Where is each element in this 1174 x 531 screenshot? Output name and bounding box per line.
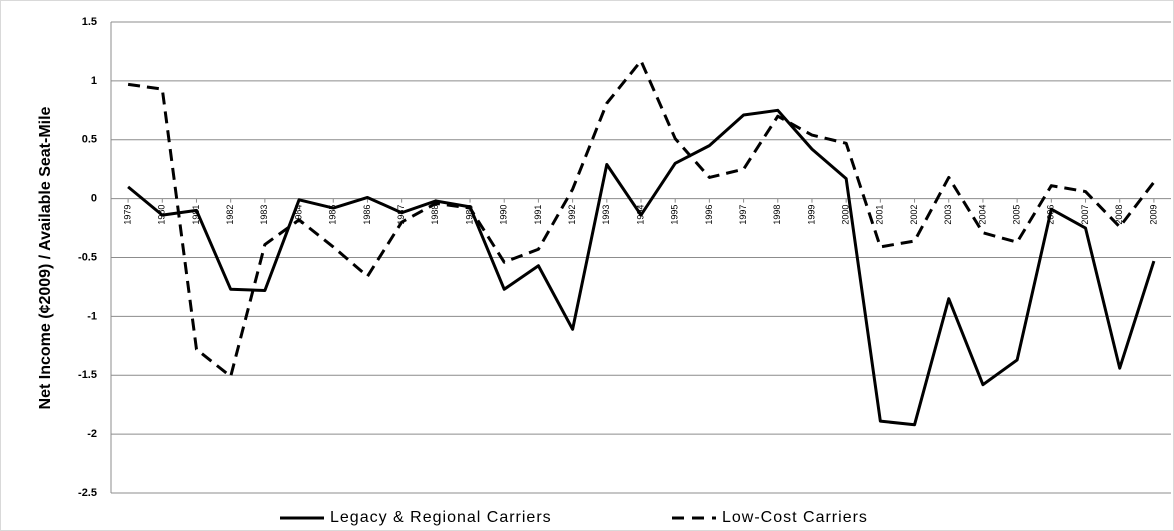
x-tick-label: 1986 — [362, 205, 372, 225]
y-tick-label: -1.5 — [78, 369, 97, 381]
x-tick-label: 1988 — [430, 205, 440, 225]
x-tick-label: 2004 — [977, 205, 987, 225]
x-tick-label: 1998 — [772, 205, 782, 225]
x-tick-label: 1979 — [122, 205, 132, 225]
y-tick-label: 0.5 — [82, 134, 97, 146]
x-tick-label: 1995 — [670, 205, 680, 225]
x-tick-label: 2001 — [875, 205, 885, 225]
x-tick-label: 2002 — [909, 205, 919, 225]
x-tick-label: 1983 — [259, 205, 269, 225]
y-tick-label: 1.5 — [82, 16, 97, 28]
x-tick-label: 1985 — [328, 205, 338, 225]
x-tick-label: 1999 — [806, 205, 816, 225]
data-line — [127, 59, 1156, 378]
x-tick-label: 2000 — [841, 205, 851, 225]
x-tick-label: 1989 — [464, 205, 474, 225]
y-tick-label: 1 — [91, 75, 97, 87]
x-tick-label: 2003 — [943, 205, 953, 225]
x-tick-label: 1987 — [396, 205, 406, 225]
y-tick-label: -1 — [87, 310, 97, 322]
x-tick-label: 2009 — [1148, 205, 1158, 225]
x-tick-label: 1990 — [499, 205, 509, 225]
x-tick-label: 1981 — [191, 205, 201, 225]
x-tick-label: 1996 — [704, 205, 714, 225]
x-tick-label: 2007 — [1080, 205, 1090, 225]
x-tick-label: 1984 — [293, 205, 303, 225]
y-axis-label: Net Income (¢2009) / Available Seat-Mile — [37, 106, 54, 409]
legend-label: Low-Cost Carriers — [722, 509, 868, 526]
data-line — [127, 108, 1156, 427]
x-tick-label: 1991 — [533, 205, 543, 225]
y-tick-label: -2 — [87, 428, 97, 440]
y-tick-label: -0.5 — [78, 251, 97, 263]
y-tick-label: -2.5 — [78, 487, 97, 499]
x-tick-label: 2008 — [1114, 205, 1124, 225]
x-tick-label: 2005 — [1012, 205, 1022, 225]
x-tick-label: 1993 — [601, 205, 611, 225]
x-tick-label: 1997 — [738, 205, 748, 225]
x-tick-label: 1982 — [225, 205, 235, 225]
y-tick-label: 0 — [91, 193, 97, 205]
x-tick-label: 1992 — [567, 205, 577, 225]
legend-label: Legacy & Regional Carriers — [330, 509, 552, 526]
